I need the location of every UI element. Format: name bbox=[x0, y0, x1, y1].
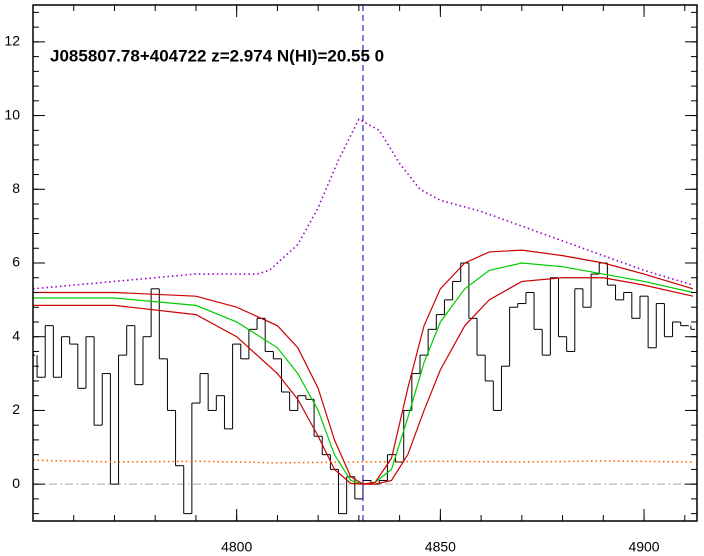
y-tick-label: 4 bbox=[12, 327, 20, 343]
y-tick-label: 0 bbox=[12, 475, 20, 491]
series-line bbox=[33, 277, 694, 485]
series-line bbox=[33, 459, 693, 464]
series-line bbox=[33, 118, 694, 290]
y-tick-label: 12 bbox=[4, 33, 20, 49]
y-tick-label: 6 bbox=[12, 254, 20, 270]
y-tick-label: 2 bbox=[12, 401, 20, 417]
x-tick-label: 4800 bbox=[221, 539, 252, 555]
x-tick-label: 4850 bbox=[425, 539, 456, 555]
y-tick-label: 8 bbox=[12, 180, 20, 196]
plot-area bbox=[33, 5, 697, 521]
chart-title: J085807.78+404722 z=2.974 N(HI)=20.55 0 bbox=[50, 46, 384, 65]
y-tick-label: 10 bbox=[4, 106, 20, 122]
series-line bbox=[33, 249, 694, 485]
x-tick-label: 4900 bbox=[628, 539, 659, 555]
series-line bbox=[33, 262, 694, 485]
